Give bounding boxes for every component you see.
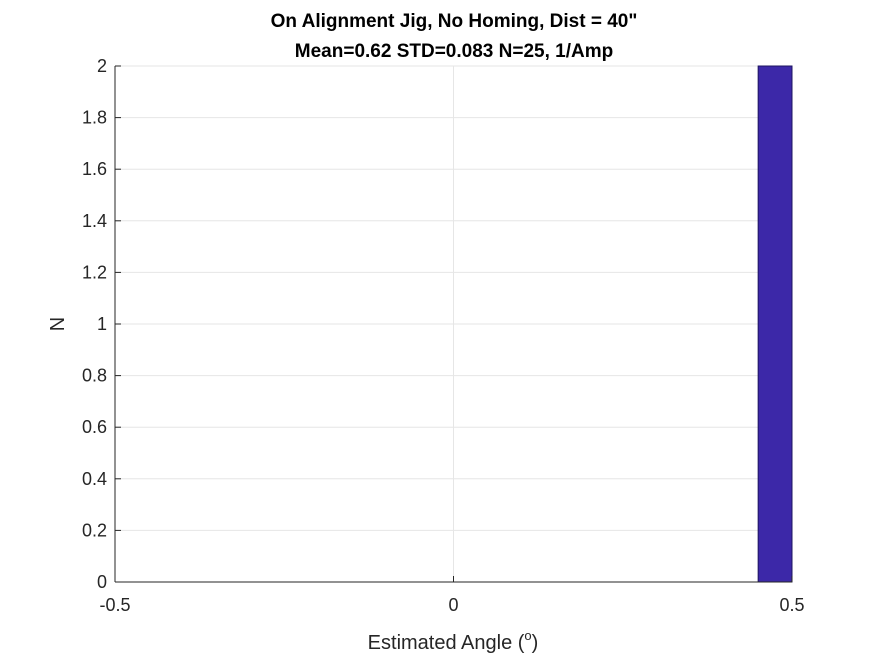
- x-axis-label-degree: o: [524, 628, 531, 643]
- x-axis-label-text: Estimated Angle (: [368, 632, 525, 654]
- y-tick-label: 1: [97, 314, 107, 334]
- chart-subtitle: Mean=0.62 STD=0.083 N=25, 1/Amp: [295, 41, 613, 62]
- x-tick-labels: -0.5 0 0.5: [99, 595, 804, 615]
- x-tick-label: -0.5: [99, 595, 130, 615]
- y-tick-label: 1.6: [82, 159, 107, 179]
- y-tick-label: 0.6: [82, 417, 107, 437]
- x-tick-label: 0: [448, 595, 458, 615]
- x-axis-label-suffix: ): [532, 632, 539, 654]
- y-tick-labels: 0 0.2 0.4 0.6 0.8 1 1.2 1.4 1.6 1.8 2: [82, 56, 107, 592]
- y-tick-label: 2: [97, 56, 107, 76]
- histogram-bar: [757, 65, 793, 583]
- y-tick-label: 1.2: [82, 262, 107, 282]
- y-tick-label: 0.8: [82, 366, 107, 386]
- y-tick-label: 0: [97, 572, 107, 592]
- axes: [114, 65, 793, 583]
- chart-title: On Alignment Jig, No Homing, Dist = 40": [271, 11, 638, 32]
- bars: [757, 65, 793, 583]
- y-tick-label: 1.8: [82, 108, 107, 128]
- y-tick-label: 0.2: [82, 520, 107, 540]
- y-tick-label: 1.4: [82, 211, 107, 231]
- grid-lines: [115, 65, 792, 582]
- y-tick-label: 0.4: [82, 469, 107, 489]
- x-axis-label: Estimated Angle (o): [368, 628, 539, 654]
- y-axis-label: N: [47, 317, 69, 331]
- x-tick-label: 0.5: [779, 595, 804, 615]
